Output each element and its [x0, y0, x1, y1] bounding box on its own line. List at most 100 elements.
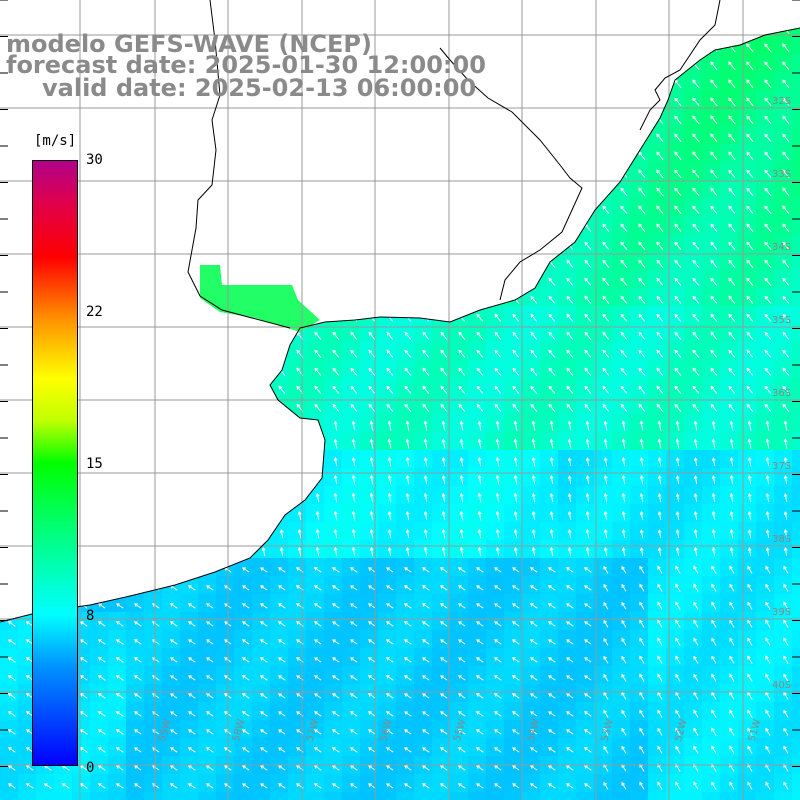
wind-cell [594, 792, 613, 800]
wind-cell [144, 468, 163, 487]
wind-arrow [477, 474, 482, 485]
wind-cell [270, 792, 289, 800]
wind-arrow [729, 745, 735, 754]
wind-arrow [169, 621, 178, 627]
wind-arrow [116, 133, 124, 143]
wind-arrow [260, 241, 268, 251]
wind-cell [396, 28, 415, 37]
wind-arrow [475, 675, 484, 681]
wind-cell [342, 432, 361, 451]
wind-arrow [584, 115, 592, 125]
wind-arrow [548, 133, 556, 143]
wind-cell [432, 450, 451, 469]
wind-arrow [566, 639, 574, 645]
wind-cell [720, 28, 739, 37]
wind-arrow [115, 729, 124, 735]
wind-cell [414, 522, 433, 541]
lat-label: 39S [772, 607, 791, 618]
wind-arrow [386, 169, 394, 179]
wind-arrow [117, 420, 122, 431]
wind-cell [90, 180, 109, 199]
wind-cell [792, 522, 800, 541]
wind-arrow [115, 747, 124, 753]
wind-arrow [439, 603, 448, 609]
wind-arrow [746, 385, 754, 394]
wind-cell [270, 486, 289, 505]
wind-cell [558, 504, 577, 523]
wind-cell [630, 126, 649, 145]
wind-arrow [656, 331, 664, 340]
wind-cell [270, 252, 289, 271]
wind-cell [396, 252, 415, 271]
wind-cell [180, 180, 199, 199]
wind-arrow [512, 79, 520, 89]
wind-arrow [638, 205, 646, 215]
wind-arrow [657, 8, 664, 16]
wind-cell [162, 396, 181, 415]
wind-cell [396, 414, 415, 433]
wind-arrow [512, 331, 520, 340]
wind-arrow [171, 8, 177, 16]
wind-cell [162, 108, 181, 127]
wind-cell [0, 270, 19, 289]
wind-cell [414, 288, 433, 307]
wind-arrow [206, 385, 214, 394]
wind-arrow [458, 187, 466, 197]
wind-arrow [512, 28, 520, 35]
wind-arrow [693, 420, 698, 431]
wind-arrow [457, 693, 466, 699]
wind-arrow [602, 223, 610, 232]
wind-arrow [620, 385, 628, 394]
wind-arrow [27, 456, 32, 467]
wind-cell [792, 144, 800, 163]
wind-cell [522, 270, 541, 289]
wind-arrow [602, 79, 610, 89]
wind-cell [432, 126, 451, 145]
wind-arrow [350, 585, 358, 591]
wind-cell [648, 522, 667, 541]
wind-arrow [350, 151, 358, 161]
wind-cell [522, 0, 541, 19]
wind-arrow [765, 456, 770, 467]
wind-arrow [349, 711, 358, 717]
wind-arrow [116, 403, 124, 412]
wind-arrow [241, 729, 250, 735]
wind-arrow [279, 492, 284, 503]
wind-cell [252, 522, 271, 541]
wind-arrow [495, 456, 500, 467]
wind-cell [144, 432, 163, 451]
wind-arrow [585, 457, 590, 467]
wind-cell [0, 522, 19, 541]
wind-cell [108, 504, 127, 523]
wind-arrow [440, 28, 448, 35]
title-forecast-date: forecast date: 2025-01-30 12:00:00 [6, 51, 486, 79]
wind-arrow [133, 603, 142, 609]
wind-arrow [675, 745, 681, 754]
wind-arrow [350, 603, 358, 609]
wind-arrow [728, 187, 736, 196]
wind-cell [522, 198, 541, 217]
wind-cell [0, 486, 19, 505]
wind-cell [684, 36, 703, 55]
wind-arrow [315, 546, 320, 557]
wind-arrow [152, 277, 160, 286]
wind-cell [216, 450, 235, 469]
wind-arrow [188, 657, 196, 663]
wind-arrow [350, 205, 358, 214]
wind-arrow [565, 567, 574, 573]
wind-arrow [585, 528, 590, 539]
wind-cell [360, 252, 379, 271]
wind-arrow [8, 585, 16, 591]
wind-cell [216, 342, 235, 361]
wind-arrow [512, 313, 520, 322]
wind-cell [90, 558, 109, 577]
wind-cell [540, 198, 559, 217]
wind-cell [90, 504, 109, 523]
wind-arrow [297, 438, 302, 449]
wind-cell [324, 198, 343, 217]
wind-cell [468, 252, 487, 271]
wind-cell [180, 504, 199, 523]
wind-arrow [97, 621, 106, 627]
wind-arrow [369, 456, 374, 467]
